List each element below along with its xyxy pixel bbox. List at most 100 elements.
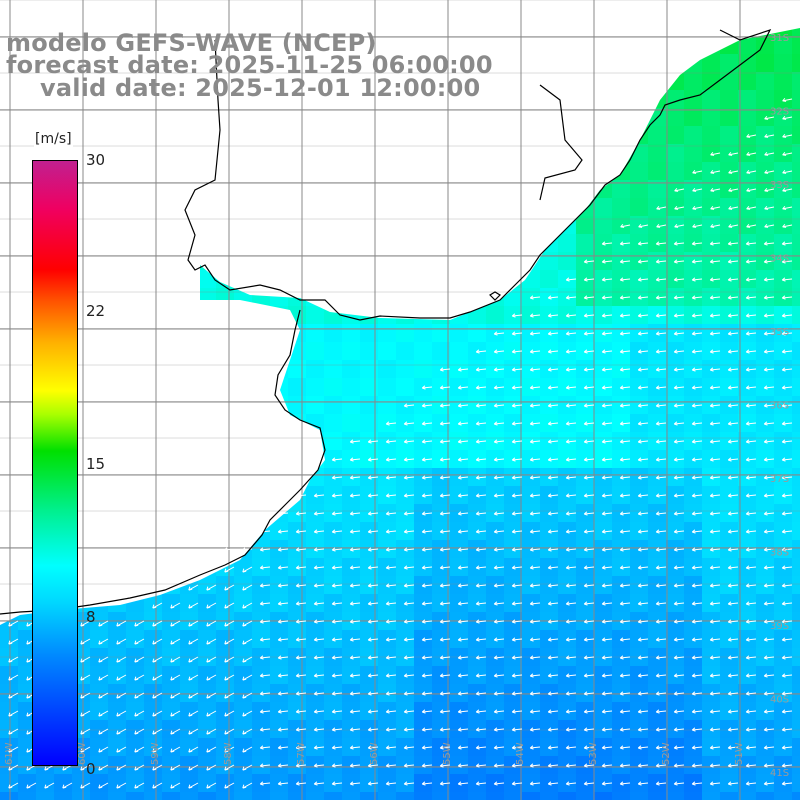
speed-cell xyxy=(234,630,253,649)
wind-arrow xyxy=(8,692,19,699)
wind-arrow xyxy=(295,709,307,714)
wind-arrow xyxy=(547,673,559,678)
wind-arrow xyxy=(673,583,685,588)
speed-cell xyxy=(684,792,703,800)
speed-cell xyxy=(504,792,523,800)
speed-cell xyxy=(792,414,800,433)
wind-arrow xyxy=(367,619,379,624)
speed-cell xyxy=(180,756,199,775)
wind-arrow xyxy=(331,457,343,462)
speed-cell xyxy=(792,504,800,523)
wind-arrow xyxy=(709,619,721,624)
wind-arrow xyxy=(152,746,163,753)
speed-cell xyxy=(738,198,757,217)
wind-arrow xyxy=(565,313,577,318)
latitude-label: 32S xyxy=(770,107,789,118)
wind-arrow xyxy=(745,655,757,660)
wind-arrow xyxy=(421,727,433,732)
speed-cell xyxy=(792,342,800,361)
wind-arrow xyxy=(691,673,703,678)
wind-arrow xyxy=(439,403,451,408)
wind-arrow xyxy=(619,637,631,642)
wind-arrow xyxy=(421,457,433,462)
speed-cell xyxy=(792,306,800,325)
speed-cell xyxy=(126,738,145,757)
wind-arrow xyxy=(781,241,793,246)
speed-cell xyxy=(756,54,775,73)
wind-arrow xyxy=(511,385,523,390)
wind-arrow xyxy=(403,457,415,462)
wind-arrow xyxy=(206,620,217,627)
wind-arrow xyxy=(134,656,145,663)
speed-cell xyxy=(342,378,361,397)
wind-arrow xyxy=(206,602,217,609)
speed-cell xyxy=(450,324,469,343)
speed-cell xyxy=(396,324,415,343)
wind-arrow xyxy=(745,565,757,570)
wind-arrow xyxy=(385,565,397,570)
speed-cell xyxy=(792,378,800,397)
wind-arrow xyxy=(313,529,325,534)
speed-cell xyxy=(648,180,667,199)
speed-cell xyxy=(792,630,800,649)
wind-arrow xyxy=(547,421,559,426)
speed-cell xyxy=(792,792,800,800)
wind-arrow xyxy=(313,709,325,714)
wind-arrow xyxy=(619,367,631,372)
wind-arrow xyxy=(547,583,559,588)
wind-arrow xyxy=(295,655,307,660)
speed-cell xyxy=(198,720,217,739)
wind-arrow xyxy=(98,656,109,663)
wind-arrow xyxy=(295,637,307,642)
wind-arrow xyxy=(619,727,631,732)
speed-cell xyxy=(720,180,739,199)
wind-arrow xyxy=(781,745,793,750)
wind-arrow xyxy=(601,583,613,588)
speed-cell xyxy=(90,630,109,649)
wind-arrow xyxy=(655,313,667,318)
speed-cell xyxy=(378,360,397,379)
wind-arrow xyxy=(727,457,739,462)
speed-cell xyxy=(630,792,649,800)
wind-arrow xyxy=(385,547,397,552)
wind-arrow xyxy=(421,511,433,516)
speed-cell xyxy=(792,486,800,505)
wind-arrow xyxy=(403,763,415,768)
wind-arrow xyxy=(493,763,505,768)
wind-arrow xyxy=(403,637,415,642)
wind-arrow xyxy=(367,655,379,660)
wind-arrow xyxy=(691,709,703,714)
wind-arrow xyxy=(313,565,325,570)
wind-arrow xyxy=(313,583,325,588)
wind-arrow xyxy=(331,583,343,588)
wind-arrow xyxy=(655,691,667,696)
wind-arrow xyxy=(367,673,379,678)
speed-cell xyxy=(288,360,307,379)
speed-cell xyxy=(792,360,800,379)
speed-cell xyxy=(756,216,775,235)
speed-cell xyxy=(684,90,703,109)
wind-arrow xyxy=(709,529,721,534)
wind-arrow xyxy=(349,457,361,462)
wind-arrow xyxy=(709,457,721,462)
wind-arrow xyxy=(692,223,703,228)
wind-arrow xyxy=(134,710,145,717)
wind-arrow xyxy=(116,638,127,645)
wind-arrow xyxy=(655,475,667,480)
colorbar-tick-label: 0 xyxy=(86,760,96,778)
speed-cell xyxy=(378,792,397,800)
speed-cell xyxy=(720,90,739,109)
wind-arrow xyxy=(367,457,379,462)
speed-cell xyxy=(18,774,37,793)
speed-cell xyxy=(234,774,253,793)
wind-arrow xyxy=(637,709,649,714)
wind-arrow xyxy=(475,457,487,462)
wind-arrow xyxy=(367,511,379,516)
wind-arrow xyxy=(475,349,487,354)
wind-arrow xyxy=(80,710,91,717)
wind-arrow xyxy=(457,781,469,786)
wind-arrow xyxy=(583,313,595,318)
wind-arrow xyxy=(673,385,685,390)
speed-cell xyxy=(792,144,800,163)
speed-cell xyxy=(180,630,199,649)
